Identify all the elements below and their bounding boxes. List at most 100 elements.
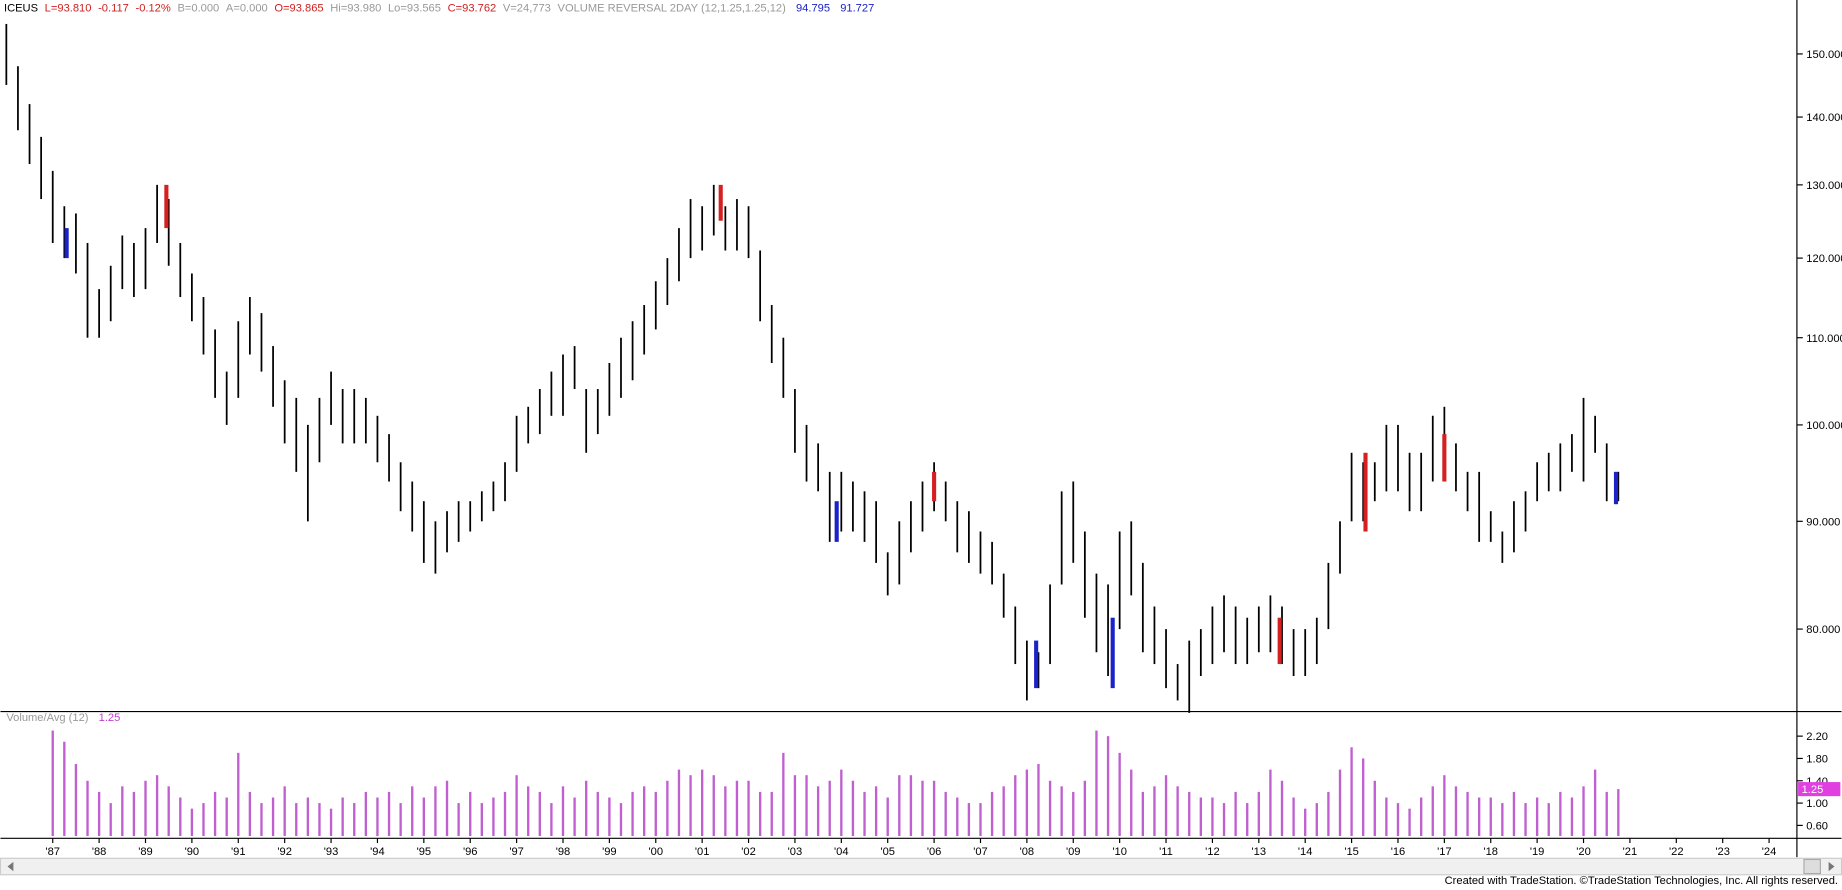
- x-tick-label: '91: [231, 846, 246, 858]
- volume-bar: [851, 780, 855, 836]
- volume-bar: [353, 803, 356, 836]
- volume-bar: [295, 803, 298, 836]
- volume-bar: [1164, 775, 1168, 836]
- scrollbar[interactable]: [0, 857, 1842, 876]
- x-tick-label: '00: [649, 846, 664, 858]
- volume-bar: [1385, 797, 1388, 836]
- volume-bar: [1373, 780, 1376, 836]
- x-tick-label: '99: [602, 846, 617, 858]
- volume-bar: [1408, 808, 1411, 836]
- volume-bar: [1072, 791, 1075, 836]
- volume-bar: [1037, 764, 1040, 836]
- volume-bar: [480, 803, 483, 836]
- symbol: ICEUS: [4, 3, 38, 15]
- volume-bar: [712, 775, 715, 836]
- volume-bar: [619, 803, 623, 836]
- x-tick-label: '08: [1020, 846, 1035, 858]
- x-tick-label: '14: [1298, 846, 1313, 858]
- volume-bar: [202, 803, 205, 836]
- volume-bar: [1153, 786, 1156, 836]
- volume-value-label: 1.25: [1802, 784, 1824, 796]
- volume-bar: [863, 791, 866, 836]
- volume-bar: [1002, 786, 1005, 836]
- x-tick-label: '24: [1762, 846, 1777, 858]
- volume-bar: [874, 786, 878, 836]
- volume-bar: [1477, 797, 1481, 836]
- reversal-bar: [1613, 471, 1619, 505]
- x-tick-label: '92: [277, 846, 292, 858]
- volume-bar: [956, 797, 959, 836]
- scroll-thumb[interactable]: [1803, 858, 1821, 875]
- volume-bar: [1118, 752, 1121, 836]
- volume-value-box: [1798, 782, 1841, 797]
- volume-bar: [515, 775, 518, 836]
- volume-bar: [1559, 791, 1562, 836]
- volume-bar: [886, 797, 889, 836]
- volume-bar: [1350, 747, 1353, 836]
- open: O=93.865: [274, 3, 323, 15]
- volume-bar: [1466, 791, 1469, 836]
- volume-bar: [248, 791, 252, 836]
- x-tick-label: '94: [370, 846, 385, 858]
- volume-bar: [1362, 758, 1365, 836]
- volume-tick-label: 1.00: [1806, 798, 1828, 810]
- volume-bar: [1292, 797, 1295, 836]
- volume-tick-label: 0.60: [1806, 820, 1828, 832]
- y-tick-label: 140.000: [1806, 112, 1842, 124]
- volume-bar: [1280, 780, 1284, 836]
- volume-bar: [805, 775, 808, 836]
- volume-bar: [179, 797, 182, 836]
- volume-bar: [271, 797, 275, 836]
- volume-bar: [469, 791, 472, 836]
- volume-bar: [596, 791, 599, 836]
- volume: V=24,773: [503, 3, 551, 15]
- volume-bar: [561, 786, 565, 836]
- volume-value: 1.25: [99, 712, 121, 724]
- volume-bar: [1315, 803, 1318, 836]
- reversal-bar: [1034, 640, 1039, 689]
- volume-bar: [1443, 775, 1446, 836]
- volume-bar: [1396, 803, 1400, 836]
- x-tick-label: '04: [834, 846, 849, 858]
- x-tick-label: '05: [880, 846, 895, 858]
- volume-bar: [1419, 797, 1423, 836]
- volume-bar: [990, 791, 994, 836]
- volume-bar: [573, 797, 576, 836]
- reversal-bar: [1442, 434, 1447, 482]
- x-tick-label: '15: [1344, 846, 1359, 858]
- x-tick-label: '02: [741, 846, 756, 858]
- x-tick-label: '87: [45, 846, 60, 858]
- volume-bar: [167, 786, 170, 836]
- status-line: ICEUS L=93.810 -0.117 -0.12% B=0.000 A=0…: [4, 3, 874, 15]
- volume-bar: [329, 808, 333, 836]
- volume-bar: [399, 803, 402, 836]
- volume-bar: [1060, 786, 1063, 836]
- scroll-left[interactable]: [7, 861, 14, 872]
- volume-bar: [63, 741, 66, 836]
- volume-bar: [411, 786, 414, 836]
- volume-bar: [1338, 769, 1342, 836]
- volume-bar: [932, 780, 936, 836]
- volume-bar: [422, 797, 426, 836]
- volume-bar: [1048, 780, 1052, 836]
- volume-tick-label: 2.20: [1806, 731, 1828, 743]
- volume-bar: [631, 791, 634, 836]
- scroll-right[interactable]: [1828, 861, 1835, 872]
- volume-bar: [944, 791, 947, 836]
- volume-bar: [376, 797, 379, 836]
- volume-bar: [758, 791, 762, 836]
- reversal-bar: [64, 228, 69, 259]
- low: Lo=93.565: [388, 3, 441, 15]
- study-value: 94.795: [796, 3, 830, 15]
- x-tick-label: '18: [1483, 846, 1498, 858]
- volume-bar: [770, 791, 773, 836]
- volume-bar: [585, 780, 588, 836]
- y-tick-label: 120.000: [1806, 253, 1842, 265]
- volume-bar: [1025, 769, 1029, 836]
- x-tick-label: '19: [1530, 846, 1545, 858]
- volume-bar: [1234, 791, 1237, 836]
- volume-bar: [689, 775, 692, 836]
- reversal-bar: [1363, 452, 1368, 532]
- volume-bar: [1605, 791, 1608, 836]
